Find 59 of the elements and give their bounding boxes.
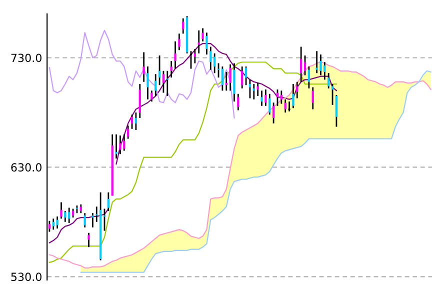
y-tick-label: 730.0 [11,54,42,62]
candlestick [119,134,122,155]
candlestick [296,81,298,99]
candlestick [213,52,216,74]
candlestick [88,232,90,248]
candlestick [237,93,240,111]
candlestick [312,86,314,110]
candlestick [268,93,271,116]
candlestick [241,66,244,90]
candlestick [284,98,286,114]
candlestick [331,83,334,106]
candlestick [162,70,165,94]
candlestick [272,102,275,124]
candlestick [158,54,161,86]
candlestick [244,66,248,86]
candlestick [68,207,70,224]
candlestick [221,66,224,92]
candlestick [280,90,282,104]
candlestick [256,82,259,97]
candlestick [300,46,302,83]
candlestick [154,73,157,97]
y-tick-label: 630.0 [11,163,42,172]
line-series [48,62,338,263]
candlestick [170,60,172,78]
candlestick [123,134,126,152]
candlestick [217,62,220,78]
candlestick [60,202,62,220]
candlestick [64,210,66,223]
candlestick [92,212,94,228]
candlestick [248,78,252,99]
candlestick [127,124,130,140]
candlestick [206,32,208,56]
candlestick [174,40,176,70]
candlestick [229,64,232,92]
candlestick [202,28,204,42]
candlestick [264,88,267,107]
candlestick [134,112,138,131]
candlestick [142,52,145,83]
candlestick [260,90,263,107]
y-tick-label: 530.0 [11,272,42,282]
line-series [48,30,235,119]
candlestick [56,216,58,230]
candlestick [210,46,212,70]
candlestick [138,83,141,119]
candlestick [292,83,294,109]
candlestick [146,66,149,100]
candlestick [308,66,310,90]
candlestick [115,134,118,160]
candlestick [52,218,54,230]
candlestick [150,90,153,102]
candlestick [335,94,338,128]
candlestick [324,61,326,80]
candlestick [304,54,306,76]
candlestick [316,50,318,74]
candlestick [130,114,134,130]
candlestick [178,32,180,51]
candlestick [320,54,322,76]
candlestick [288,100,290,112]
candlestick [182,18,184,34]
